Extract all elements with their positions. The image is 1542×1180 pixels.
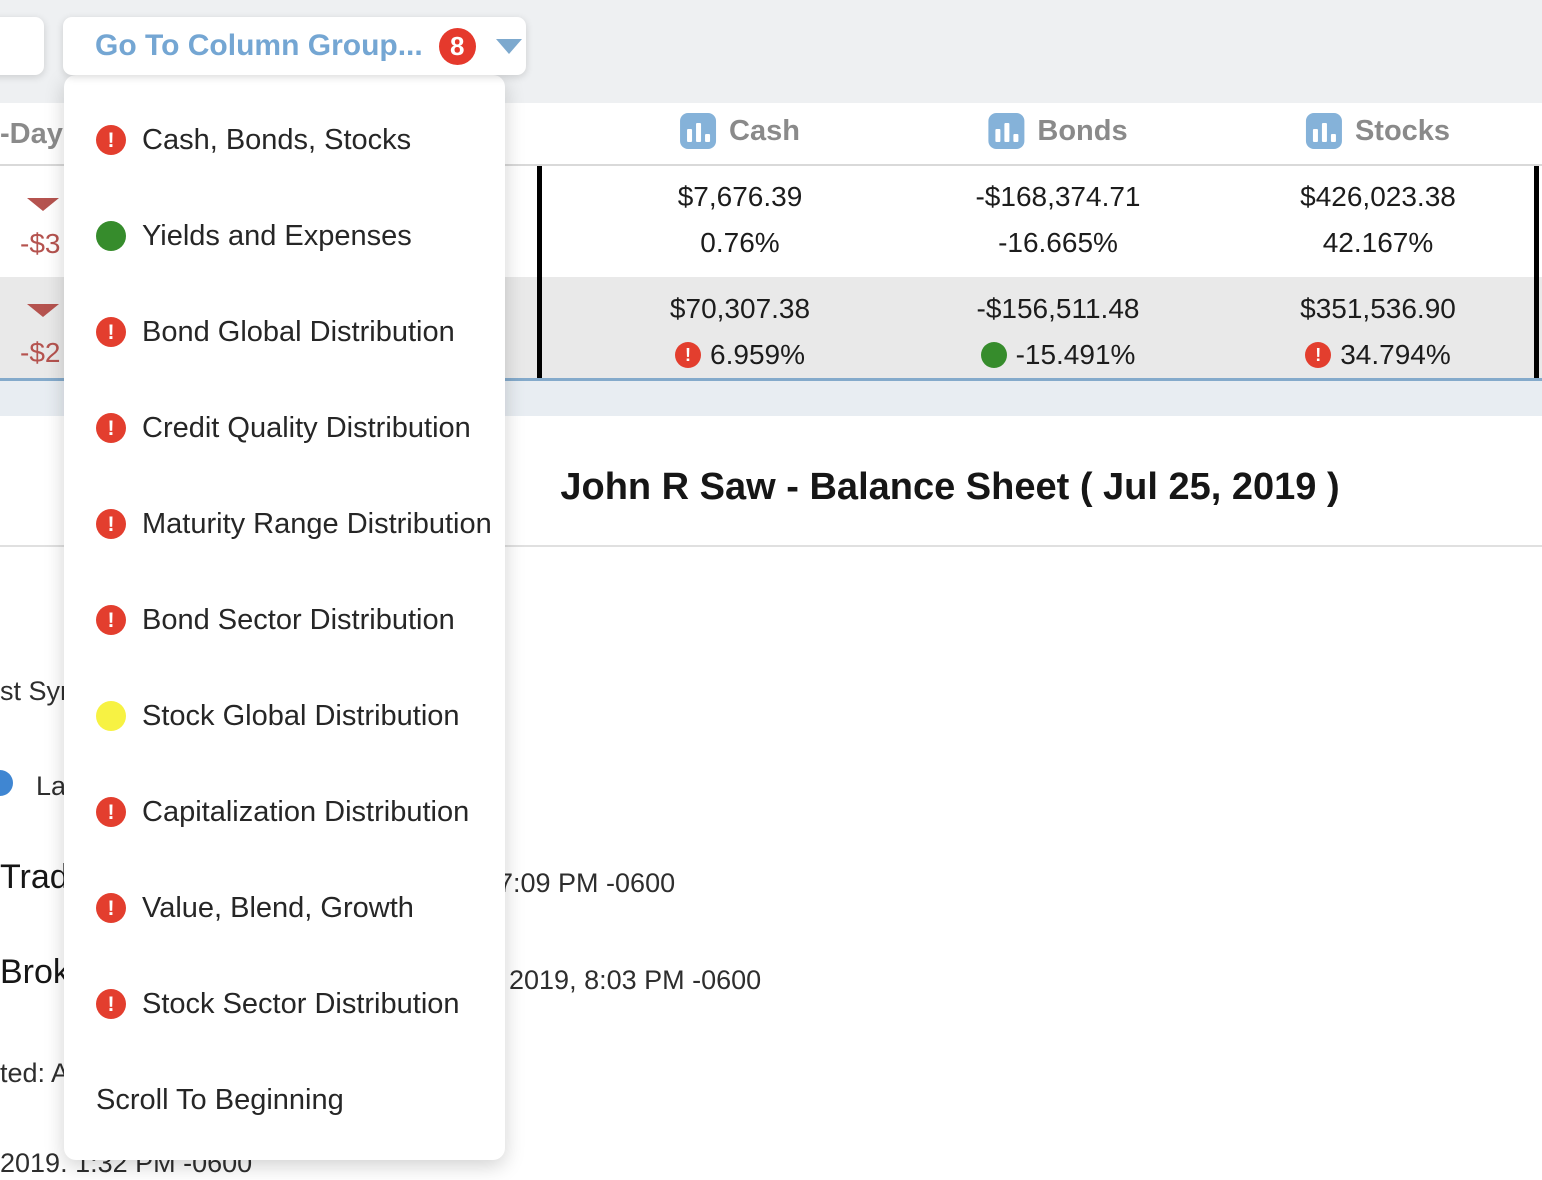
broker-timestamp: 2019, 8:03 PM -0600 — [509, 965, 762, 995]
amount-value: $7,676.39 — [677, 181, 803, 212]
menu-item-cash-bonds-stocks[interactable]: Cash, Bonds, Stocks — [64, 120, 505, 160]
column-header-label: Bonds — [1037, 114, 1128, 147]
section-divider — [0, 545, 1542, 547]
error-status-icon — [96, 893, 126, 923]
percent-value: -15.491% — [1015, 339, 1136, 370]
error-status-icon — [96, 989, 126, 1019]
error-status-icon — [96, 797, 126, 827]
error-status-icon — [1305, 342, 1332, 368]
row-left-amount: -$2 — [20, 337, 61, 368]
table-bottom-rule — [0, 378, 1542, 381]
sync-status-icon — [0, 770, 13, 796]
percent-value: 34.794% — [1340, 339, 1451, 370]
menu-item-bond-sector[interactable]: Bond Sector Distribution — [64, 600, 505, 640]
menu-item-label: Yields and Expenses — [142, 219, 412, 252]
menu-item-bond-global[interactable]: Bond Global Distribution — [64, 312, 505, 352]
menu-item-yields-expenses[interactable]: Yields and Expenses — [64, 216, 505, 256]
column-header-cash[interactable]: Cash — [680, 113, 800, 149]
day-column-header: -Day — [0, 118, 63, 150]
menu-item-credit-quality[interactable]: Credit Quality Distribution — [64, 408, 505, 448]
column-header-bonds[interactable]: Bonds — [988, 113, 1128, 149]
amount-value: $426,023.38 — [1300, 181, 1456, 212]
column-header-stocks[interactable]: Stocks — [1305, 113, 1451, 149]
bonds-cell: -$156,511.48 -15.491% — [878, 292, 1238, 372]
column-header-label: Stocks — [1354, 114, 1451, 147]
menu-item-label: Maturity Range Distribution — [142, 507, 492, 540]
bar-chart-icon — [988, 113, 1025, 149]
menu-item-label: Credit Quality Distribution — [142, 411, 471, 444]
trading-heading: Tradi — [0, 858, 77, 896]
error-status-icon — [675, 342, 702, 368]
error-status-icon — [96, 413, 126, 443]
bar-chart-icon — [1305, 113, 1342, 149]
menu-item-maturity-range[interactable]: Maturity Range Distribution — [64, 504, 505, 544]
menu-item-label: Cash, Bonds, Stocks — [142, 123, 412, 156]
trading-timestamp: 7:09 PM -0600 — [498, 868, 676, 898]
menu-item-label: Stock Sector Distribution — [142, 987, 460, 1020]
menu-item-stock-global[interactable]: Stock Global Distribution — [64, 696, 505, 736]
menu-item-label: Scroll To Beginning — [96, 1083, 344, 1116]
menu-item-scroll-to-beginning[interactable]: Scroll To Beginning — [64, 1080, 505, 1120]
bar-chart-icon — [680, 113, 717, 149]
warning-status-icon — [96, 701, 126, 731]
go-to-column-group-button[interactable]: Go To Column Group... 8 — [63, 17, 526, 75]
menu-item-stock-sector[interactable]: Stock Sector Distribution — [64, 984, 505, 1024]
stocks-cell: $426,023.38 42.167% — [1198, 180, 1542, 260]
amount-value: $70,307.38 — [669, 293, 811, 324]
menu-item-label: Value, Blend, Growth — [142, 891, 414, 924]
menu-item-value-blend-growth[interactable]: Value, Blend, Growth — [64, 888, 505, 928]
error-status-icon — [96, 605, 126, 635]
error-status-icon — [96, 509, 126, 539]
column-header-label: Cash — [729, 114, 800, 147]
menu-item-label: Bond Global Distribution — [142, 315, 455, 348]
ok-status-icon — [980, 342, 1007, 368]
table-group-divider — [1534, 166, 1539, 381]
amount-value: -$156,511.48 — [976, 293, 1140, 324]
cash-cell: $7,676.39 0.76% — [560, 180, 920, 260]
amount-value: -$168,374.71 — [975, 181, 1141, 212]
menu-item-label: Bond Sector Distribution — [142, 603, 455, 636]
go-to-column-group-label: Go To Column Group... — [95, 29, 423, 62]
notification-badge: 8 — [438, 27, 476, 65]
error-status-icon — [96, 317, 126, 347]
toolbar-button-partial[interactable] — [0, 17, 44, 75]
menu-item-label: Stock Global Distribution — [142, 699, 460, 732]
down-triangle-icon — [27, 198, 59, 211]
error-status-icon — [96, 125, 126, 155]
percent-value: 6.959% — [710, 339, 805, 370]
percent-value: 42.167% — [1322, 227, 1434, 258]
menu-item-capitalization[interactable]: Capitalization Distribution — [64, 792, 505, 832]
row-left-amount: -$3 — [20, 228, 61, 259]
broker-heading: Brok — [0, 953, 70, 991]
stocks-cell: $351,536.90 34.794% — [1198, 292, 1542, 372]
table-group-divider — [537, 166, 542, 381]
page-title: John R Saw - Balance Sheet ( Jul 25, 201… — [560, 466, 1340, 508]
down-triangle-icon — [27, 304, 59, 317]
menu-item-label: Capitalization Distribution — [142, 795, 470, 828]
percent-value: -16.665% — [998, 227, 1118, 258]
bonds-cell: -$168,374.71 -16.665% — [878, 180, 1238, 260]
chevron-down-icon — [495, 38, 522, 54]
cash-cell: $70,307.38 6.959% — [560, 292, 920, 372]
column-group-dropdown: Cash, Bonds, Stocks Yields and Expenses … — [64, 75, 505, 1160]
percent-value: 0.76% — [700, 227, 780, 258]
ok-status-icon — [96, 221, 126, 251]
amount-value: $351,536.90 — [1300, 293, 1456, 324]
